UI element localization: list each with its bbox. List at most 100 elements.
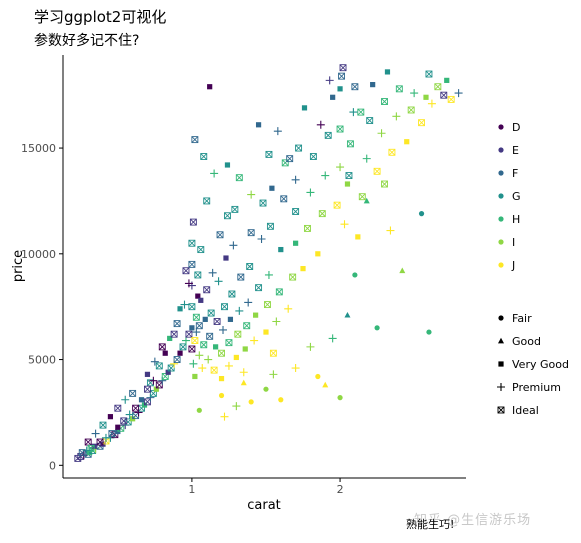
data-point: [121, 395, 130, 404]
data-point: [434, 83, 442, 91]
y-axis-title: price: [11, 250, 26, 282]
data-point: [196, 407, 202, 413]
data-point: [263, 386, 269, 392]
data-point: [206, 332, 214, 340]
data-point: [125, 410, 134, 419]
data-point: [195, 351, 204, 360]
data-point: [218, 392, 225, 399]
legend-label-color: F: [512, 167, 518, 180]
data-point: [208, 268, 217, 277]
data-point: [188, 303, 196, 311]
data-point: [337, 395, 343, 401]
data-point: [425, 70, 433, 78]
data-point: [289, 273, 297, 281]
data-point: [179, 343, 187, 351]
data-point: [340, 220, 349, 229]
data-point: [177, 306, 183, 312]
legend-key-shape: [498, 337, 504, 344]
y-tick-label: 5000: [28, 354, 56, 367]
data-point: [204, 355, 213, 364]
data-point: [149, 376, 158, 385]
watermark: 知乎 @生信游乐场: [414, 513, 532, 528]
data-point: [233, 354, 239, 361]
data-point: [235, 306, 244, 315]
data-point: [255, 284, 263, 292]
legend-key-color: [498, 216, 504, 222]
data-point: [99, 421, 107, 429]
data-point: [377, 129, 386, 138]
data-point: [315, 251, 321, 257]
data-point: [173, 356, 181, 364]
data-point: [91, 429, 100, 438]
legend-label-color: G: [512, 190, 521, 203]
data-point: [177, 350, 183, 356]
data-point: [228, 290, 236, 298]
data-point: [79, 451, 88, 460]
data-point: [384, 69, 391, 75]
data-point: [227, 316, 234, 322]
data-point: [150, 357, 159, 366]
data-point: [210, 169, 219, 178]
data-point: [321, 171, 330, 180]
data-point: [355, 234, 361, 240]
data-point: [129, 389, 137, 397]
data-point: [444, 77, 450, 83]
y-tick-label: 15000: [21, 142, 56, 155]
data-point: [316, 120, 325, 129]
data-point: [200, 341, 208, 349]
data-point: [181, 336, 190, 345]
data-point: [184, 279, 193, 288]
data-point: [158, 343, 166, 351]
data-point: [265, 150, 273, 158]
data-point: [243, 322, 251, 330]
legend-label-shape: Ideal: [512, 404, 539, 417]
data-point: [291, 364, 300, 373]
data-point: [192, 328, 201, 337]
data-point: [197, 246, 205, 254]
data-point: [231, 205, 239, 213]
data-point: [138, 397, 145, 403]
data-point: [224, 361, 233, 370]
legend-label-color: E: [512, 144, 519, 157]
data-point: [224, 212, 231, 220]
data-point: [246, 263, 254, 270]
data-point: [272, 317, 281, 326]
legend-key-shape: [498, 361, 504, 367]
legend-label-color: D: [512, 121, 520, 134]
data-point: [410, 89, 419, 98]
data-point: [192, 313, 200, 321]
data-point: [447, 95, 455, 103]
data-point: [153, 386, 159, 392]
data-point: [338, 72, 345, 80]
shape-legend: Fair Good Very Good Premium Ideal: [497, 312, 569, 417]
data-point: [225, 339, 233, 347]
data-point: [192, 373, 198, 380]
data-point: [180, 300, 189, 309]
data-point: [120, 417, 128, 425]
data-point: [388, 148, 396, 156]
data-point: [333, 201, 341, 209]
data-point: [381, 98, 388, 105]
legend-label-shape: Very Good: [512, 358, 569, 371]
data-point: [234, 330, 242, 338]
data-point: [207, 309, 215, 317]
data-point: [198, 364, 207, 373]
data-point: [229, 241, 238, 250]
data-point: [426, 329, 432, 335]
data-point: [440, 91, 448, 99]
y-tick-label: 0: [49, 459, 56, 472]
data-point: [304, 224, 311, 232]
x-axis-title: carat: [247, 498, 281, 513]
data-point: [269, 370, 278, 379]
data-point: [250, 336, 259, 345]
data-point: [210, 366, 218, 374]
data-point: [200, 153, 208, 160]
data-point: [374, 325, 380, 331]
legend-key-color: [498, 239, 504, 245]
data-point: [195, 293, 201, 299]
data-point: [108, 430, 116, 438]
data-point: [284, 304, 293, 313]
y-ticks: 0 5000 10000 15000: [21, 142, 63, 472]
data-point: [188, 239, 196, 247]
